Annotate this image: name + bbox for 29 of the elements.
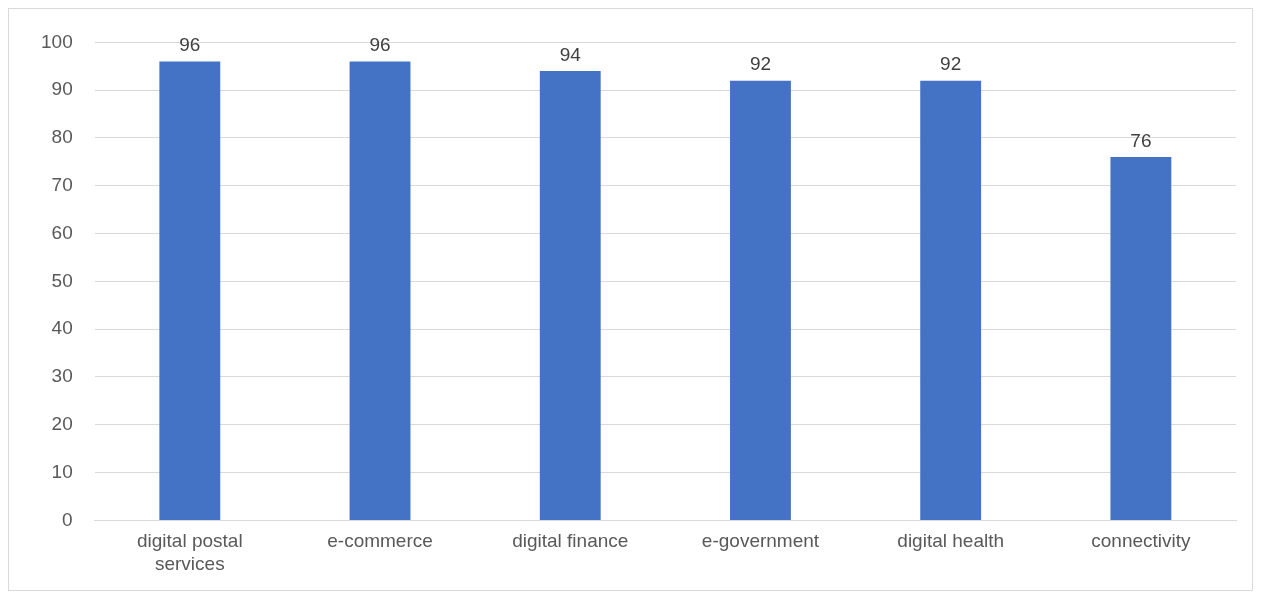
- y-tick-label: 10: [51, 460, 73, 482]
- x-tick-label: e-government: [701, 530, 820, 552]
- x-tick-label: e-commerce: [327, 530, 433, 552]
- y-tick-label: 80: [51, 126, 73, 148]
- bar: [920, 80, 982, 520]
- y-tick-label: 20: [51, 413, 73, 435]
- y-tick-label: 0: [62, 508, 73, 530]
- data-label: 92: [749, 53, 772, 75]
- data-label: 92: [940, 53, 962, 75]
- bar: [349, 61, 411, 520]
- bar: [539, 71, 601, 520]
- x-tick-label: digital postal services: [137, 530, 243, 574]
- bar: [730, 80, 791, 520]
- x-tick-label: digital health: [897, 530, 1005, 552]
- y-tick-label: 90: [51, 78, 73, 100]
- y-tick-label: 30: [51, 365, 73, 387]
- bar: [159, 61, 221, 520]
- x-tick-label: connectivity: [1091, 530, 1192, 552]
- data-label: 76: [1130, 129, 1152, 151]
- bar: [1110, 157, 1172, 520]
- y-tick-label: 60: [51, 221, 73, 243]
- data-label: 96: [179, 34, 201, 56]
- y-tick-label: 40: [51, 317, 73, 339]
- data-label: 94: [559, 43, 582, 65]
- y-tick-label: 70: [51, 174, 73, 196]
- data-label: 96: [369, 34, 391, 56]
- x-tick-label: digital finance: [512, 530, 629, 552]
- y-tick-label: 50: [51, 269, 73, 291]
- y-tick-label: 100: [41, 30, 73, 52]
